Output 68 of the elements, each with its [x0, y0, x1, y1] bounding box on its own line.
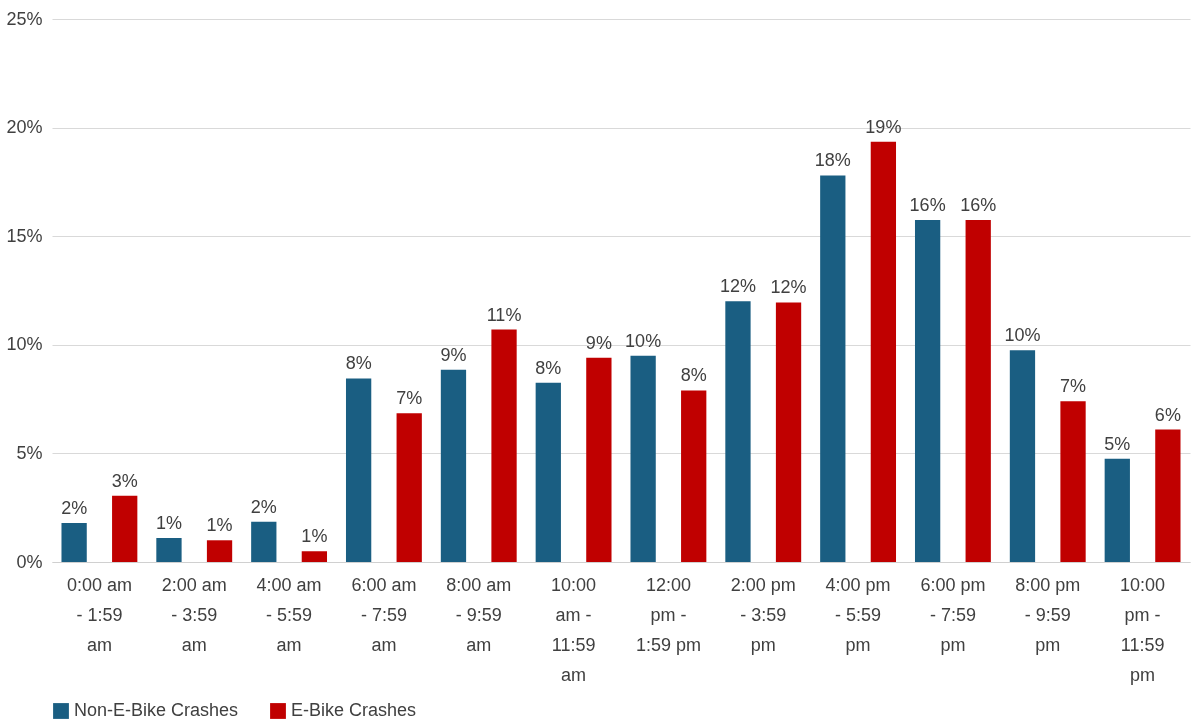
bar [440, 369, 467, 562]
bar [914, 219, 941, 562]
bar [345, 378, 372, 562]
data-label: 18% [814, 150, 851, 171]
data-label: 1% [155, 513, 182, 534]
x-tick-label: 6:00 am - 7:59 am [351, 574, 417, 655]
data-label: 11% [486, 304, 522, 325]
bar [396, 413, 422, 562]
x-tick-label: 6:00 pm - 7:59 pm [920, 574, 986, 655]
x-tick-label: 12:00 pm - 1:59 pm [635, 574, 701, 655]
data-label: 8% [345, 353, 372, 374]
data-label: 7% [1060, 376, 1087, 397]
x-tick-label: 0:00 am - 1:59 am [66, 574, 132, 655]
data-label: 2% [250, 496, 277, 517]
bar [775, 302, 802, 562]
bar [1104, 458, 1130, 562]
data-label: 8% [680, 365, 707, 386]
bar [965, 219, 991, 562]
data-label: 2% [61, 497, 88, 518]
x-tick-label: 8:00 pm - 9:59 pm [1015, 574, 1081, 655]
bar [870, 141, 897, 562]
bar [251, 521, 277, 562]
data-label: 3% [111, 470, 138, 491]
legend-label: E-Bike Crashes [291, 700, 417, 720]
y-tick-label: 15% [6, 225, 43, 246]
data-label: 16% [960, 194, 997, 215]
data-label: 7% [396, 388, 423, 409]
bar [725, 301, 751, 562]
bar [1155, 429, 1181, 562]
bar [820, 175, 846, 562]
y-tick-label: 20% [6, 117, 43, 138]
x-tick-label: 4:00 am - 5:59 am [256, 574, 322, 655]
bar [630, 355, 656, 562]
bar [491, 329, 517, 562]
x-tick-label: 8:00 am - 9:59 am [446, 574, 512, 655]
legend-label: Non-E-Bike Crashes [74, 700, 239, 720]
data-label: 16% [909, 194, 946, 215]
data-label: 9% [585, 332, 612, 353]
bar [586, 357, 612, 562]
bar [112, 495, 138, 562]
data-label: 6% [1154, 404, 1181, 425]
data-label: 12% [719, 276, 756, 297]
data-label: 19% [865, 116, 902, 137]
x-tick-label: 2:00 am - 3:59 am [161, 574, 227, 655]
x-tick-label: 2:00 pm - 3:59 pm [730, 574, 796, 655]
data-label: 9% [440, 344, 467, 365]
bar [61, 522, 87, 562]
y-tick-label: 0% [16, 551, 43, 572]
bar [535, 382, 561, 562]
data-label: 10% [1004, 325, 1041, 346]
bar [156, 538, 182, 562]
y-tick-label: 10% [6, 334, 43, 355]
x-tick-label: 10:00 am - 11:59 am [551, 574, 597, 685]
data-label: 8% [535, 357, 562, 378]
bar [1009, 350, 1036, 562]
bar [1060, 401, 1086, 562]
data-label: 10% [625, 330, 662, 351]
y-tick-label: 5% [16, 442, 43, 463]
data-label: 12% [770, 277, 807, 298]
data-label: 5% [1104, 433, 1131, 454]
bar [206, 540, 233, 562]
y-tick-label: 25% [6, 8, 43, 29]
x-tick-label: 10:00 pm - 11:59 pm [1120, 574, 1166, 685]
x-tick-label: 4:00 pm - 5:59 pm [825, 574, 891, 655]
data-label: 1% [301, 526, 328, 547]
bar [301, 551, 328, 562]
bar [681, 390, 707, 562]
data-label: 1% [206, 515, 233, 536]
